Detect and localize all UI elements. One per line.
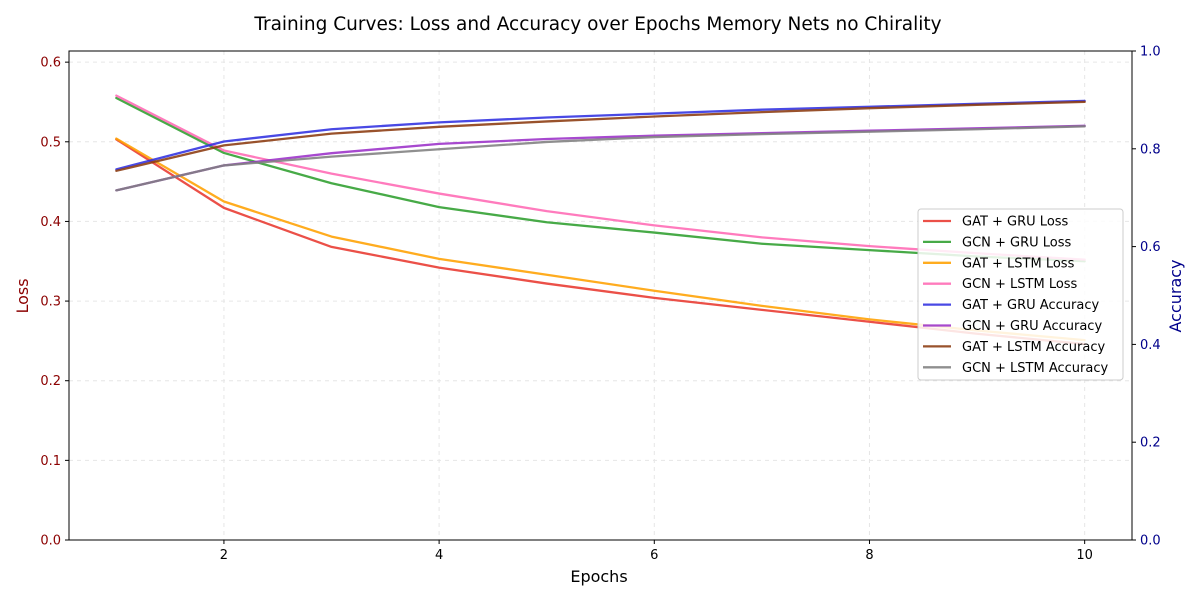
legend-label: GCN + GRU Loss bbox=[962, 235, 1072, 250]
series-line-gat-gru-accuracy bbox=[115, 99, 1086, 171]
legend-label: GCN + LSTM Loss bbox=[962, 277, 1078, 292]
y-right-tick-label: 1.0 bbox=[1140, 45, 1161, 60]
x-axis: 2 4 6 8 10 bbox=[220, 540, 1093, 563]
chart-title: Training Curves: Loss and Accuracy over … bbox=[253, 14, 941, 35]
legend-label: GAT + GRU Accuracy bbox=[962, 298, 1099, 313]
legend-box bbox=[917, 208, 1124, 381]
y-right-axis: 0.0 0.2 0.4 0.6 0.8 1.0 bbox=[1132, 45, 1161, 549]
x-tick-label: 2 bbox=[220, 548, 228, 563]
plot-frame bbox=[68, 50, 1133, 541]
x-tick-label: 10 bbox=[1076, 548, 1093, 563]
x-tick-label: 4 bbox=[435, 548, 443, 563]
y-left-tick-label: 0.4 bbox=[40, 215, 61, 230]
y-right-tick-label: 0.8 bbox=[1140, 142, 1161, 157]
y-left-tick-label: 0.6 bbox=[40, 56, 61, 71]
x-tick-label: 6 bbox=[650, 548, 658, 563]
legend-label: GAT + GRU Loss bbox=[962, 215, 1069, 230]
y-right-axis-title: Accuracy bbox=[1166, 259, 1185, 332]
y-left-tick-label: 0.0 bbox=[40, 534, 61, 549]
series-line-gat-lstm-accuracy bbox=[115, 100, 1086, 172]
y-left-tick-label: 0.1 bbox=[40, 454, 61, 469]
y-right-tick-label: 0.4 bbox=[1140, 338, 1161, 353]
x-tick-label: 8 bbox=[865, 548, 873, 563]
y-left-axis: 0.0 0.1 0.2 0.3 0.4 0.5 0.6 bbox=[40, 56, 69, 549]
legend-label: GAT + LSTM Loss bbox=[962, 256, 1075, 271]
legend: GAT + GRU Loss GCN + GRU Loss GAT + LSTM L… bbox=[917, 208, 1124, 381]
x-axis-title: Epochs bbox=[570, 567, 627, 586]
legend-label: GCN + GRU Accuracy bbox=[962, 319, 1102, 334]
series-line-gcn-lstm-accuracy bbox=[115, 125, 1086, 192]
y-left-tick-label: 0.3 bbox=[40, 295, 61, 310]
y-left-tick-label: 0.5 bbox=[40, 135, 61, 150]
legend-label: GAT + LSTM Accuracy bbox=[962, 340, 1105, 355]
y-right-tick-label: 0.2 bbox=[1140, 436, 1161, 451]
y-right-tick-label: 0.6 bbox=[1140, 240, 1161, 255]
y-right-tick-label: 0.0 bbox=[1140, 534, 1161, 549]
y-left-tick-label: 0.2 bbox=[40, 374, 61, 389]
legend-label: GCN + LSTM Accuracy bbox=[962, 361, 1108, 376]
y-left-axis-title: Loss bbox=[13, 278, 32, 313]
